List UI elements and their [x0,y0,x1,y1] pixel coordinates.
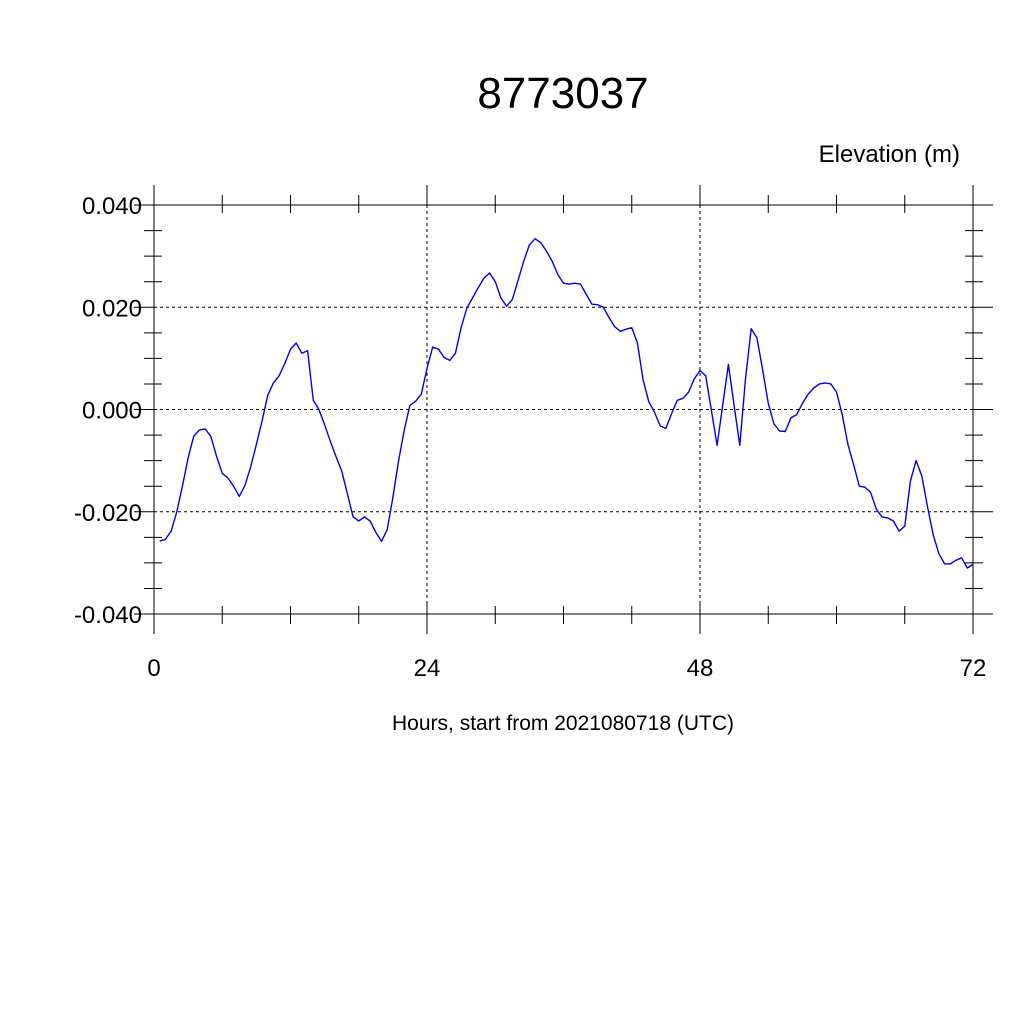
x-axis-label: Hours, start from 2021080718 (UTC) [392,712,734,735]
y-tick-label: 0.040 [82,193,142,220]
plot-frame [153,204,974,615]
y-tick-label: -0.040 [74,602,142,629]
y-tick-label: 0.000 [82,398,142,425]
y-tick-label: -0.020 [74,500,142,527]
series-line [159,237,974,569]
axis-ticks [134,185,993,634]
chart-title: 8773037 [477,69,648,118]
x-tick-label: 72 [960,655,987,682]
y-tick-label: 0.020 [82,295,142,322]
x-tick-label: 0 [147,655,160,682]
x-tick-label: 24 [414,655,441,682]
tick-labels: 0 24 48 72 0.040 0.020 0.000 -0.020 -0.040 [74,193,986,682]
series-group [159,237,974,569]
x-tick-label: 48 [687,655,714,682]
y-axis-label: Elevation (m) [819,141,960,168]
